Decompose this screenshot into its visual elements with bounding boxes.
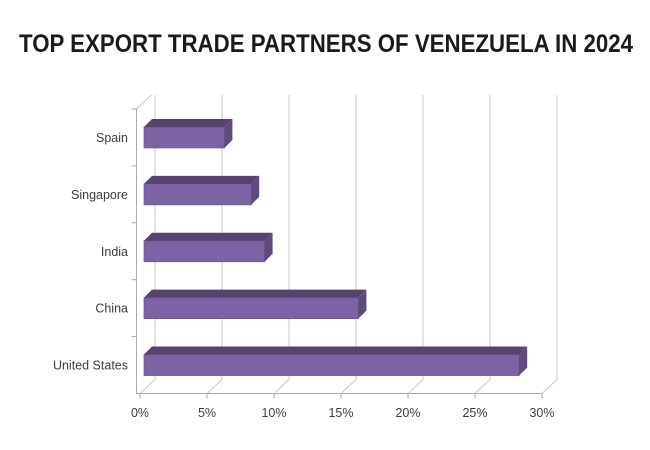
bar-india bbox=[143, 232, 273, 263]
bar-spain bbox=[143, 118, 233, 149]
bar-top-face bbox=[144, 118, 233, 127]
bar-singapore bbox=[143, 175, 260, 206]
bar-side-face bbox=[264, 232, 273, 262]
category-label-china: China bbox=[95, 302, 128, 316]
bar-face bbox=[143, 126, 225, 149]
x-tick-label-10pct: 10% bbox=[261, 406, 286, 420]
x-tick-label-25pct: 25% bbox=[462, 406, 487, 420]
bar-top-face bbox=[144, 175, 260, 184]
floor-connector bbox=[273, 379, 290, 394]
bar-united-states bbox=[143, 346, 528, 376]
floor-connector bbox=[139, 379, 156, 394]
floor-connector bbox=[474, 379, 491, 394]
bar-top-face bbox=[144, 232, 273, 241]
floor-connector bbox=[541, 379, 558, 394]
bar-face bbox=[143, 240, 265, 263]
x-axis-labels: 0% 5% 10% 15% 20% 25% 30% bbox=[131, 406, 555, 420]
x-tick-label-5pct: 5% bbox=[198, 406, 216, 420]
bar-side-face bbox=[358, 289, 367, 319]
x-tick-label-30pct: 30% bbox=[529, 406, 554, 420]
floor-connector bbox=[407, 379, 424, 394]
x-tick-label-0pct: 0% bbox=[131, 406, 149, 420]
x-tick-label-15pct: 15% bbox=[328, 406, 353, 420]
category-label-spain: Spain bbox=[96, 131, 128, 145]
bar-china bbox=[143, 289, 367, 320]
bar-top-face bbox=[144, 289, 367, 298]
category-label-united-states: United States bbox=[53, 359, 128, 373]
axes bbox=[131, 94, 558, 399]
x-tick-label-20pct: 20% bbox=[395, 406, 420, 420]
bar-side-face bbox=[251, 175, 260, 205]
bar-face bbox=[143, 183, 252, 206]
bar-side-face bbox=[519, 346, 528, 376]
chart-title: TOP EXPORT TRADE PARTNERS OF VENEZUELA I… bbox=[19, 30, 633, 58]
bar-top-face bbox=[144, 346, 528, 355]
category-labels: Spain Singapore India China United States bbox=[53, 131, 128, 373]
bar-side-face bbox=[224, 118, 233, 148]
floor-connector bbox=[206, 379, 223, 394]
category-label-india: India bbox=[101, 245, 128, 259]
bar-face bbox=[143, 297, 359, 320]
floor-connector bbox=[340, 379, 357, 394]
bar-face bbox=[143, 354, 520, 376]
wall-top-edge bbox=[136, 94, 152, 110]
bar-series bbox=[143, 118, 528, 376]
category-label-singapore: Singapore bbox=[71, 188, 128, 202]
